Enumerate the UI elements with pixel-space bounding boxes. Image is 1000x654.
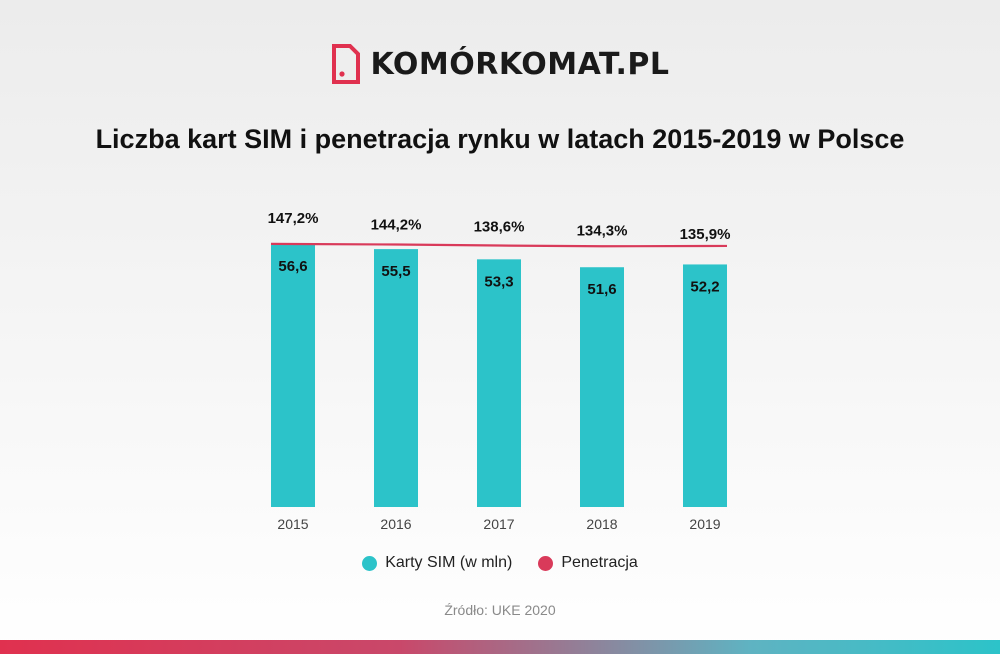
bar-value-label-2017: 53,3 [484,273,513,290]
bar-2017 [477,259,521,507]
legend-swatch-sim [362,555,378,571]
bar-value-label-2019: 52,2 [690,278,719,295]
bar-2018 [580,267,624,507]
x-tick-label-2019: 2019 [689,516,720,532]
legend-item-sim: Karty SIM (w mln) [362,554,512,572]
bar-2016 [374,249,418,507]
legend-swatch-penetration [538,555,554,571]
chart-title: Liczba kart SIM i penetracja rynku w lat… [95,124,905,154]
bar-value-label-2015: 56,6 [278,258,307,275]
penetration-label-2016: 144,2% [371,217,422,234]
penetration-line [270,242,728,248]
penetration-label-2015: 147,2% [268,210,319,227]
penetration-label-2017: 138,6% [474,219,525,236]
legend-item-penetration: Penetracja [538,554,638,572]
legend-label-penetration: Penetracja [561,554,638,571]
bar-value-label-2016: 55,5 [381,263,410,280]
x-tick-label-2015: 2015 [277,516,308,532]
x-tick-label-2016: 2016 [380,516,411,532]
bar-2015 [271,244,315,507]
x-tick-label-2018: 2018 [586,516,617,532]
bar-2019 [683,264,727,507]
legend-label-sim: Karty SIM (w mln) [385,554,513,571]
bar-value-label-2018: 51,6 [587,281,616,298]
source-note: Źródło: UKE 2020 [444,602,556,618]
brand-name: KOMÓRKOMAT.PL [370,46,670,82]
penetration-label-2019: 135,9% [680,226,731,243]
sim-card-icon [331,44,360,84]
brand-logo: KOMÓRKOMAT.PL [0,42,1000,86]
x-tick-label-2017: 2017 [483,516,514,532]
penetration-label-2018: 134,3% [577,222,628,239]
chart-legend: Karty SIM (w mln) Penetracja [0,554,1000,572]
decorative-gradient-strip [0,640,1000,654]
